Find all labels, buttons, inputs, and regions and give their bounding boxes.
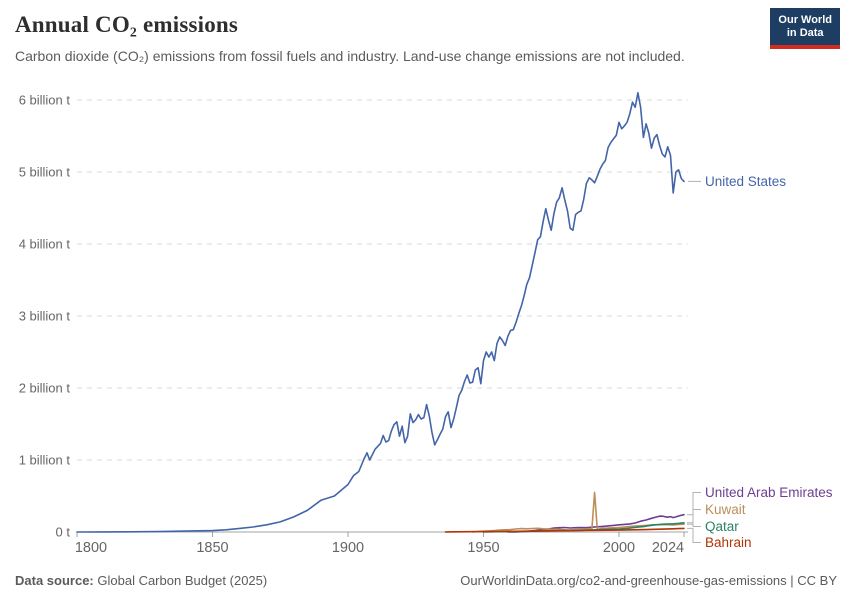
data-source: Data source: Global Carbon Budget (2025): [15, 573, 267, 588]
credit-link[interactable]: OurWorldinData.org/co2-and-greenhouse-ga…: [460, 573, 837, 588]
owid-logo[interactable]: Our World in Data: [770, 8, 840, 49]
owid-logo-line1: Our World: [778, 14, 832, 26]
y-tick-label: 6 billion t: [19, 93, 71, 108]
y-tick-label: 3 billion t: [19, 309, 71, 324]
entity-label-united-states[interactable]: United States: [705, 174, 786, 189]
y-tick-label: 1 billion t: [19, 453, 71, 468]
x-tick-label: 1950: [467, 540, 499, 556]
entity-label-bahrain[interactable]: Bahrain: [705, 535, 752, 550]
chart-header: Annual CO₂ emissions Carbon dioxide (CO₂…: [15, 12, 755, 65]
chart-subtitle: Carbon dioxide (CO₂) emissions from foss…: [15, 48, 685, 64]
data-source-value: Global Carbon Budget (2025): [97, 573, 268, 588]
label-connector-bahrain: [687, 527, 701, 543]
y-tick-label: 5 billion t: [19, 165, 71, 180]
x-tick-label: 1900: [332, 540, 364, 556]
y-tick-label: 0 t: [56, 525, 71, 540]
page-title: Annual CO₂ emissions: [15, 12, 239, 37]
x-tick-label: 2024: [652, 540, 684, 556]
chart-plot-area[interactable]: 0 t 1 billion t 2 billion t 3 billion t 4 bi…: [0, 80, 850, 560]
x-tick-label: 1800: [75, 540, 107, 556]
chart-footer: Data source: Global Carbon Budget (2025)…: [15, 573, 837, 588]
x-tick-label: 1850: [196, 540, 228, 556]
entity-label-united-arab-emirates[interactable]: United Arab Emirates: [705, 485, 833, 500]
label-connector-kuwait: [687, 509, 701, 525]
line-bahrain[interactable]: [444, 527, 685, 533]
owid-logo-line2: in Data: [786, 27, 824, 39]
label-connector-united-arab-emirates: [687, 492, 701, 516]
y-tick-label: 2 billion t: [19, 381, 71, 396]
x-tick-label: 2000: [603, 540, 635, 556]
label-connector-qatar: [687, 522, 701, 527]
entity-label-qatar[interactable]: Qatar: [705, 519, 739, 534]
data-source-label: Data source:: [15, 573, 94, 588]
y-tick-label: 4 billion t: [19, 237, 71, 252]
line-united-states[interactable]: [76, 92, 685, 533]
entity-label-kuwait[interactable]: Kuwait: [705, 502, 746, 517]
